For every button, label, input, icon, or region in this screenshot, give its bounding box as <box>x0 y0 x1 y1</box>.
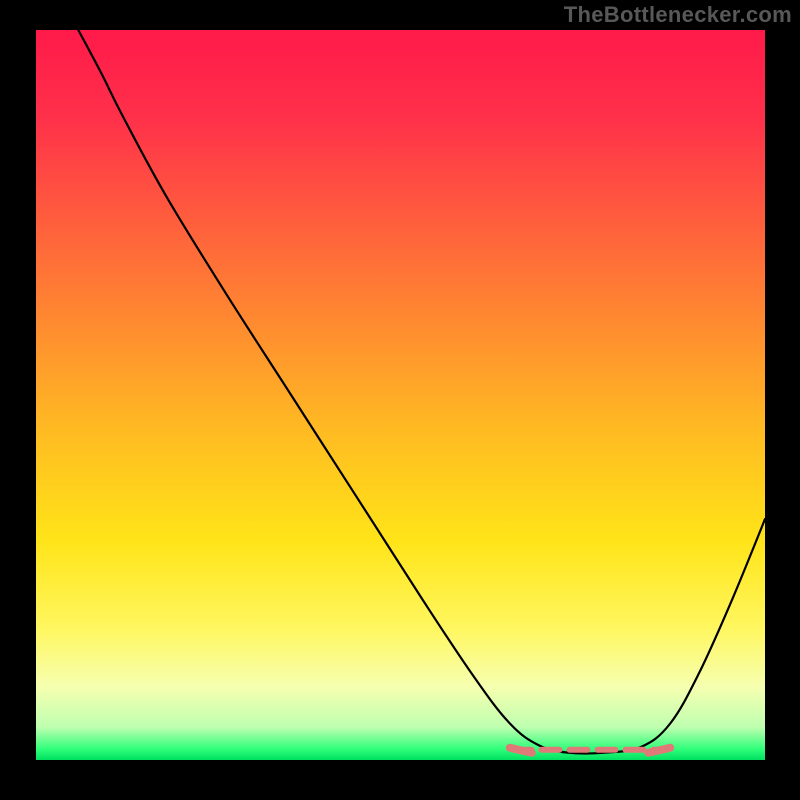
plot-svg <box>36 30 765 760</box>
gradient-background <box>36 30 765 760</box>
flat-region-cap-right <box>648 748 670 753</box>
plot-area <box>36 30 765 760</box>
watermark-text: TheBottlenecker.com <box>564 2 792 28</box>
flat-region-cap-left <box>510 748 532 753</box>
canvas: TheBottlenecker.com <box>0 0 800 800</box>
